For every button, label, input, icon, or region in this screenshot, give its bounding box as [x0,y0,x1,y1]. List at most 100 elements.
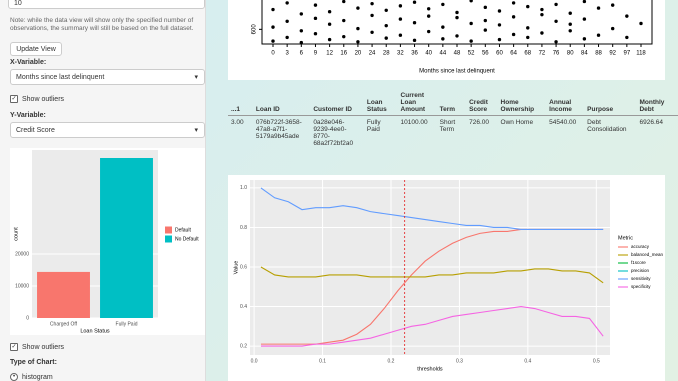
point [441,2,445,7]
point [398,33,403,37]
point [469,21,473,26]
point [582,17,587,21]
legend-key [165,235,172,243]
point [497,23,502,27]
point [455,10,459,15]
point [554,19,558,23]
legend-label: specificity [631,284,651,289]
x-tick-label: 44 [440,51,447,57]
point [327,10,332,14]
point [511,1,516,5]
x-tick-label: 118 [636,51,646,57]
legend-label: f1score [631,260,646,265]
check: ✓ [10,95,18,103]
point [469,39,473,43]
point [370,30,374,34]
y-tick-label: 600 [252,24,258,35]
x-tick-label: 56 [482,51,489,57]
x-tick-label: 92 [609,51,616,57]
x-tick-label: 48 [454,51,461,57]
table-row: 3.00 076b722f-3658-47a8-a7f1-5179a9b45ade… [228,116,678,151]
point [526,26,530,30]
point [610,26,615,31]
point [554,2,558,7]
legend-key [165,226,172,234]
x-select-value: Months since last delinquent [16,74,105,81]
point [412,21,417,25]
x-tick-label: 32 [397,51,404,57]
point [483,18,488,23]
legend-title: Metric [618,235,633,241]
legend-label: balanced_mean [631,252,664,257]
point [342,34,346,39]
point [426,7,431,11]
x-tick-label: 60 [496,51,503,57]
outliers-checkbox[interactable]: ✓ Show outliers [10,343,64,351]
x-tick-label: 20 [355,51,362,57]
legend-label: sensitivity [631,276,651,281]
x-tick-label: 0.4 [524,358,531,364]
y-select[interactable]: Credit Score ▾ [10,122,205,138]
column-header: Customer ID [310,90,364,116]
x-tick-label: 40 [425,51,432,57]
point [299,29,304,33]
y-axis-label: count [13,227,19,241]
check: ✓ [10,343,18,351]
x-tick-label: 36 [411,51,418,57]
point [426,29,431,34]
point [441,37,445,41]
point [511,32,516,37]
point [540,31,544,35]
table-cell: 076b722f-3658-47a8-a7f1-5179a9b45ade [255,119,302,140]
radio-label: histogram [22,373,53,381]
column-header: Monthly Debt [636,90,678,116]
y-variable-label: Y-Variable: [10,112,46,119]
x-select[interactable]: Months since last delinquent ▾ [10,69,205,85]
y-tick-label: 0.2 [240,343,247,349]
obs-input[interactable]: 10 [8,0,205,9]
x-tick-label: 6 [300,51,304,57]
table-cell: Debt Consolidation [587,119,627,133]
outliers-label: Show outliers [22,343,65,351]
obs-value: 10 [14,0,22,7]
point [285,1,289,5]
point [625,14,629,18]
point [610,3,615,7]
point [526,35,530,40]
point [497,37,502,42]
point [497,9,502,13]
x-tick-label: Charged Off [50,321,78,327]
table-cell: 6926.64 [639,119,663,126]
table-cell: Short Term [439,119,456,133]
x-tick-label: 0.0 [251,358,258,364]
point [384,23,388,28]
point [384,36,388,40]
table-body: 3.00 076b722f-3658-47a8-a7f1-5179a9b45ade… [228,116,678,151]
bar [37,271,90,318]
point [625,35,629,40]
table-cell: 726.00 [469,119,489,126]
y-tick-label: 1.0 [240,185,247,191]
point [582,0,587,4]
point [398,17,403,21]
x-tick-label: 3 [285,51,289,57]
x-tick-label: 24 [369,51,376,57]
point [285,35,289,40]
table-cell: 3.00 [231,119,244,126]
x-tick-label: 88 [595,51,602,57]
point [313,16,318,21]
table-cell: Own Home [500,119,534,126]
point [469,0,473,3]
point [526,4,530,9]
outliers-checkbox[interactable]: ✓ Show outliers [10,95,64,103]
x-tick-label: 16 [340,51,347,57]
x-tick-label: 0.2 [388,358,395,364]
point [356,40,360,44]
update-button[interactable]: Update View [10,42,62,56]
point [412,38,417,43]
y-select-value: Credit Score [16,127,55,134]
x-axis-label: thresholds [417,366,443,372]
table-cell: Fully Paid [366,119,381,133]
point [327,37,332,42]
